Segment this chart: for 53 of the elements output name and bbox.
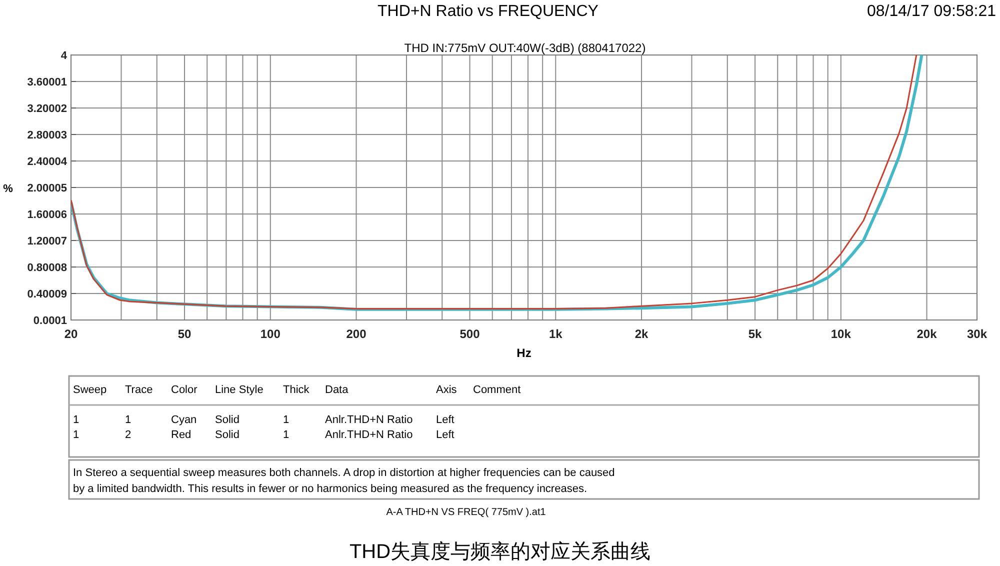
text: THD失真度与频率的对应关系曲线 xyxy=(349,541,651,563)
y-tick-label: 2.80003 xyxy=(27,130,67,142)
text: 1 xyxy=(125,414,132,426)
text: Red xyxy=(171,429,192,441)
y-tick-label: 1.60006 xyxy=(27,209,67,221)
text: Comment xyxy=(473,384,521,396)
x-axis-title: Hz xyxy=(516,346,532,360)
x-tick-label: 2k xyxy=(634,327,649,341)
text: Cyan xyxy=(171,414,197,426)
x-tick-label: 20k xyxy=(916,327,938,341)
text: 1 xyxy=(73,414,80,426)
text: 1 xyxy=(283,414,290,426)
text: by a limited bandwidth. This results in fewer or no harmonics being measured as the frequency increases. xyxy=(73,483,588,495)
text: Sweep xyxy=(73,384,107,396)
y-tick-label: 3.20002 xyxy=(27,103,67,115)
y-tick-label: 0.40009 xyxy=(27,288,67,300)
y-tick-label: 4 xyxy=(60,50,68,62)
y-axis-title: % xyxy=(3,183,14,195)
text: Line Style xyxy=(215,384,264,396)
x-tick-label: 1k xyxy=(548,327,563,341)
text: Axis xyxy=(436,384,458,396)
y-tick-label: 2.00005 xyxy=(27,182,67,194)
y-tick-label: 2.40004 xyxy=(27,156,68,168)
text: Trace xyxy=(125,384,153,396)
x-tick-label: 20 xyxy=(64,327,78,341)
x-tick-label: 30k xyxy=(966,327,988,341)
x-tick-label: 10k xyxy=(830,327,852,341)
text: 08/14/17 09:58:21 xyxy=(866,3,996,20)
text: Solid xyxy=(215,414,240,426)
text: 1 xyxy=(73,429,80,441)
y-tick-label: 0.80008 xyxy=(27,262,67,274)
text: Anlr.THD+N Ratio xyxy=(325,414,413,426)
text: A-A THD+N VS FREQ( 775mV ).at1 xyxy=(386,507,546,518)
chart-title: THD+N Ratio vs FREQUENCY xyxy=(378,3,599,20)
x-tick-label: 50 xyxy=(178,327,192,341)
text: Solid xyxy=(215,429,240,441)
text: In Stereo a sequential sweep measures both channels. A drop in distortion at higher frequencies can be caused xyxy=(73,467,615,479)
text: Color xyxy=(171,384,198,396)
x-tick-label: 200 xyxy=(346,327,367,341)
text: Anlr.THD+N Ratio xyxy=(325,429,413,441)
x-tick-label: 500 xyxy=(460,327,480,341)
chart-subtitle: THD IN:775mV OUT:40W(-3dB) (880417022) xyxy=(404,41,646,55)
x-tick-label: 100 xyxy=(260,327,281,341)
text: Left xyxy=(436,429,454,441)
y-tick-label: 0.0001 xyxy=(33,315,67,327)
x-tick-label: 5k xyxy=(748,327,762,341)
text: Thick xyxy=(283,384,310,396)
text: 1 xyxy=(283,429,290,441)
text: 2 xyxy=(125,429,132,441)
text: Left xyxy=(436,414,454,426)
text: Data xyxy=(325,384,350,396)
y-tick-label: 3.60001 xyxy=(27,76,67,88)
y-tick-label: 1.20007 xyxy=(27,236,67,248)
